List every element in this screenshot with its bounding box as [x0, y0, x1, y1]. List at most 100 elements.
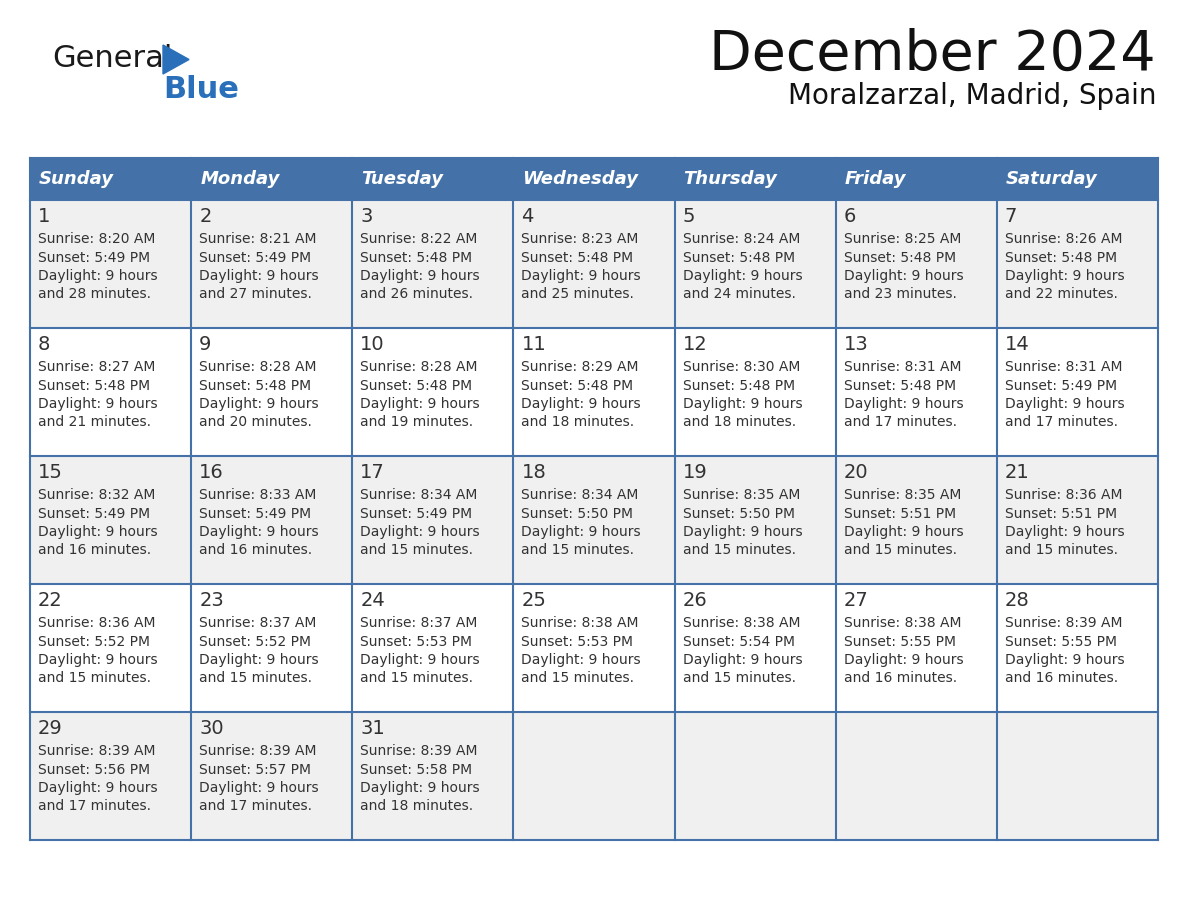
Text: Sunrise: 8:23 AM: Sunrise: 8:23 AM	[522, 232, 639, 246]
Text: 9: 9	[200, 335, 211, 354]
Text: 5: 5	[683, 207, 695, 226]
Text: Daylight: 9 hours: Daylight: 9 hours	[1005, 525, 1125, 539]
Text: 1: 1	[38, 207, 50, 226]
Text: and 16 minutes.: and 16 minutes.	[200, 543, 312, 557]
Text: Sunset: 5:48 PM: Sunset: 5:48 PM	[683, 378, 795, 393]
Text: Daylight: 9 hours: Daylight: 9 hours	[360, 653, 480, 667]
Text: Sunset: 5:57 PM: Sunset: 5:57 PM	[200, 763, 311, 777]
Text: Sunset: 5:55 PM: Sunset: 5:55 PM	[1005, 634, 1117, 648]
Text: Sunrise: 8:31 AM: Sunrise: 8:31 AM	[1005, 360, 1123, 374]
Text: Sunrise: 8:36 AM: Sunrise: 8:36 AM	[38, 616, 156, 630]
Text: 27: 27	[843, 591, 868, 610]
Text: and 15 minutes.: and 15 minutes.	[683, 543, 796, 557]
Bar	[30, 200, 1158, 328]
Text: Sunset: 5:49 PM: Sunset: 5:49 PM	[360, 507, 473, 521]
Text: December 2024: December 2024	[709, 28, 1156, 82]
Text: Sunset: 5:52 PM: Sunset: 5:52 PM	[38, 634, 150, 648]
Text: Sunrise: 8:34 AM: Sunrise: 8:34 AM	[522, 488, 639, 502]
Text: Sunset: 5:49 PM: Sunset: 5:49 PM	[38, 251, 150, 264]
Text: and 15 minutes.: and 15 minutes.	[843, 543, 956, 557]
Text: Daylight: 9 hours: Daylight: 9 hours	[38, 397, 158, 411]
Text: Sunrise: 8:39 AM: Sunrise: 8:39 AM	[1005, 616, 1123, 630]
Text: Daylight: 9 hours: Daylight: 9 hours	[843, 397, 963, 411]
Text: 20: 20	[843, 463, 868, 482]
Text: Daylight: 9 hours: Daylight: 9 hours	[360, 397, 480, 411]
Text: and 18 minutes.: and 18 minutes.	[522, 416, 634, 430]
Bar	[30, 158, 1158, 200]
Text: 17: 17	[360, 463, 385, 482]
Text: Daylight: 9 hours: Daylight: 9 hours	[522, 525, 642, 539]
Text: Thursday: Thursday	[683, 170, 777, 188]
Text: Sunset: 5:53 PM: Sunset: 5:53 PM	[522, 634, 633, 648]
Text: Sunset: 5:49 PM: Sunset: 5:49 PM	[200, 251, 311, 264]
Text: Tuesday: Tuesday	[361, 170, 443, 188]
Text: Daylight: 9 hours: Daylight: 9 hours	[38, 781, 158, 795]
Text: Sunrise: 8:21 AM: Sunrise: 8:21 AM	[200, 232, 317, 246]
Text: 7: 7	[1005, 207, 1017, 226]
Text: Daylight: 9 hours: Daylight: 9 hours	[200, 781, 318, 795]
Text: Daylight: 9 hours: Daylight: 9 hours	[843, 653, 963, 667]
Text: Saturday: Saturday	[1006, 170, 1098, 188]
Text: 24: 24	[360, 591, 385, 610]
Text: Daylight: 9 hours: Daylight: 9 hours	[200, 525, 318, 539]
Text: Sunrise: 8:32 AM: Sunrise: 8:32 AM	[38, 488, 156, 502]
Text: Sunset: 5:51 PM: Sunset: 5:51 PM	[1005, 507, 1117, 521]
Text: and 15 minutes.: and 15 minutes.	[360, 671, 473, 686]
Text: 28: 28	[1005, 591, 1030, 610]
Text: and 17 minutes.: and 17 minutes.	[38, 800, 151, 813]
Text: Sunset: 5:48 PM: Sunset: 5:48 PM	[683, 251, 795, 264]
Text: Moralzarzal, Madrid, Spain: Moralzarzal, Madrid, Spain	[788, 82, 1156, 110]
Text: Daylight: 9 hours: Daylight: 9 hours	[360, 781, 480, 795]
Text: Sunset: 5:48 PM: Sunset: 5:48 PM	[360, 251, 473, 264]
Text: 10: 10	[360, 335, 385, 354]
Text: 23: 23	[200, 591, 223, 610]
Text: 19: 19	[683, 463, 707, 482]
Text: and 15 minutes.: and 15 minutes.	[1005, 543, 1118, 557]
Text: and 16 minutes.: and 16 minutes.	[1005, 671, 1118, 686]
Text: Daylight: 9 hours: Daylight: 9 hours	[360, 525, 480, 539]
Text: and 15 minutes.: and 15 minutes.	[683, 671, 796, 686]
Text: Sunrise: 8:34 AM: Sunrise: 8:34 AM	[360, 488, 478, 502]
Text: Sunset: 5:48 PM: Sunset: 5:48 PM	[522, 251, 633, 264]
Text: Sunrise: 8:28 AM: Sunrise: 8:28 AM	[360, 360, 478, 374]
Text: Daylight: 9 hours: Daylight: 9 hours	[522, 397, 642, 411]
Text: Sunrise: 8:25 AM: Sunrise: 8:25 AM	[843, 232, 961, 246]
Text: 8: 8	[38, 335, 50, 354]
Text: 16: 16	[200, 463, 223, 482]
Text: 22: 22	[38, 591, 63, 610]
Text: and 15 minutes.: and 15 minutes.	[360, 543, 473, 557]
Text: Sunrise: 8:39 AM: Sunrise: 8:39 AM	[200, 744, 317, 758]
Text: Daylight: 9 hours: Daylight: 9 hours	[200, 269, 318, 283]
Text: Sunset: 5:53 PM: Sunset: 5:53 PM	[360, 634, 473, 648]
Text: 29: 29	[38, 719, 63, 738]
Text: Sunrise: 8:36 AM: Sunrise: 8:36 AM	[1005, 488, 1123, 502]
Text: Daylight: 9 hours: Daylight: 9 hours	[683, 653, 802, 667]
Text: and 15 minutes.: and 15 minutes.	[200, 671, 312, 686]
Text: Daylight: 9 hours: Daylight: 9 hours	[843, 269, 963, 283]
Text: Friday: Friday	[845, 170, 906, 188]
Text: Sunrise: 8:38 AM: Sunrise: 8:38 AM	[522, 616, 639, 630]
Text: Sunset: 5:54 PM: Sunset: 5:54 PM	[683, 634, 795, 648]
Text: 21: 21	[1005, 463, 1030, 482]
Text: Daylight: 9 hours: Daylight: 9 hours	[1005, 653, 1125, 667]
Text: 13: 13	[843, 335, 868, 354]
Text: Sunrise: 8:38 AM: Sunrise: 8:38 AM	[843, 616, 961, 630]
Text: Daylight: 9 hours: Daylight: 9 hours	[200, 653, 318, 667]
Text: Sunset: 5:48 PM: Sunset: 5:48 PM	[38, 378, 150, 393]
Text: Daylight: 9 hours: Daylight: 9 hours	[683, 525, 802, 539]
Text: Sunrise: 8:26 AM: Sunrise: 8:26 AM	[1005, 232, 1123, 246]
Text: Sunrise: 8:33 AM: Sunrise: 8:33 AM	[200, 488, 316, 502]
Text: 25: 25	[522, 591, 546, 610]
Text: 30: 30	[200, 719, 223, 738]
Text: and 22 minutes.: and 22 minutes.	[1005, 287, 1118, 301]
Text: Daylight: 9 hours: Daylight: 9 hours	[683, 269, 802, 283]
Text: and 16 minutes.: and 16 minutes.	[38, 543, 151, 557]
Bar	[30, 456, 1158, 584]
Text: 2: 2	[200, 207, 211, 226]
Bar	[30, 712, 1158, 840]
Text: Daylight: 9 hours: Daylight: 9 hours	[360, 269, 480, 283]
Text: Sunset: 5:51 PM: Sunset: 5:51 PM	[843, 507, 956, 521]
Text: Wednesday: Wednesday	[523, 170, 638, 188]
Text: Sunrise: 8:22 AM: Sunrise: 8:22 AM	[360, 232, 478, 246]
Text: Sunrise: 8:29 AM: Sunrise: 8:29 AM	[522, 360, 639, 374]
